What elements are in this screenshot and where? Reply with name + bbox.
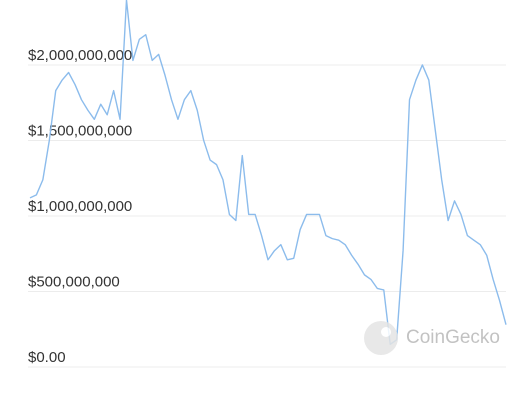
- watermark-logo-eye: [381, 327, 391, 337]
- grid: $0.00 $500,000,000 $1,000,000,000 $1,500,00…: [28, 47, 506, 368]
- y-tick-label: $0.00: [28, 349, 66, 366]
- y-tick-label: $2,000,000,000: [28, 47, 132, 64]
- watermark-text: CoinGecko: [406, 327, 500, 348]
- y-tick-label: $1,500,000,000: [28, 122, 132, 139]
- watermark: CoinGecko: [364, 321, 500, 355]
- y-tick-label: $1,000,000,000: [28, 198, 132, 215]
- plot-area: [29, 0, 507, 346]
- watermark-logo: [364, 321, 398, 355]
- line: [29, 0, 507, 346]
- y-tick-label: $500,000,000: [28, 273, 120, 290]
